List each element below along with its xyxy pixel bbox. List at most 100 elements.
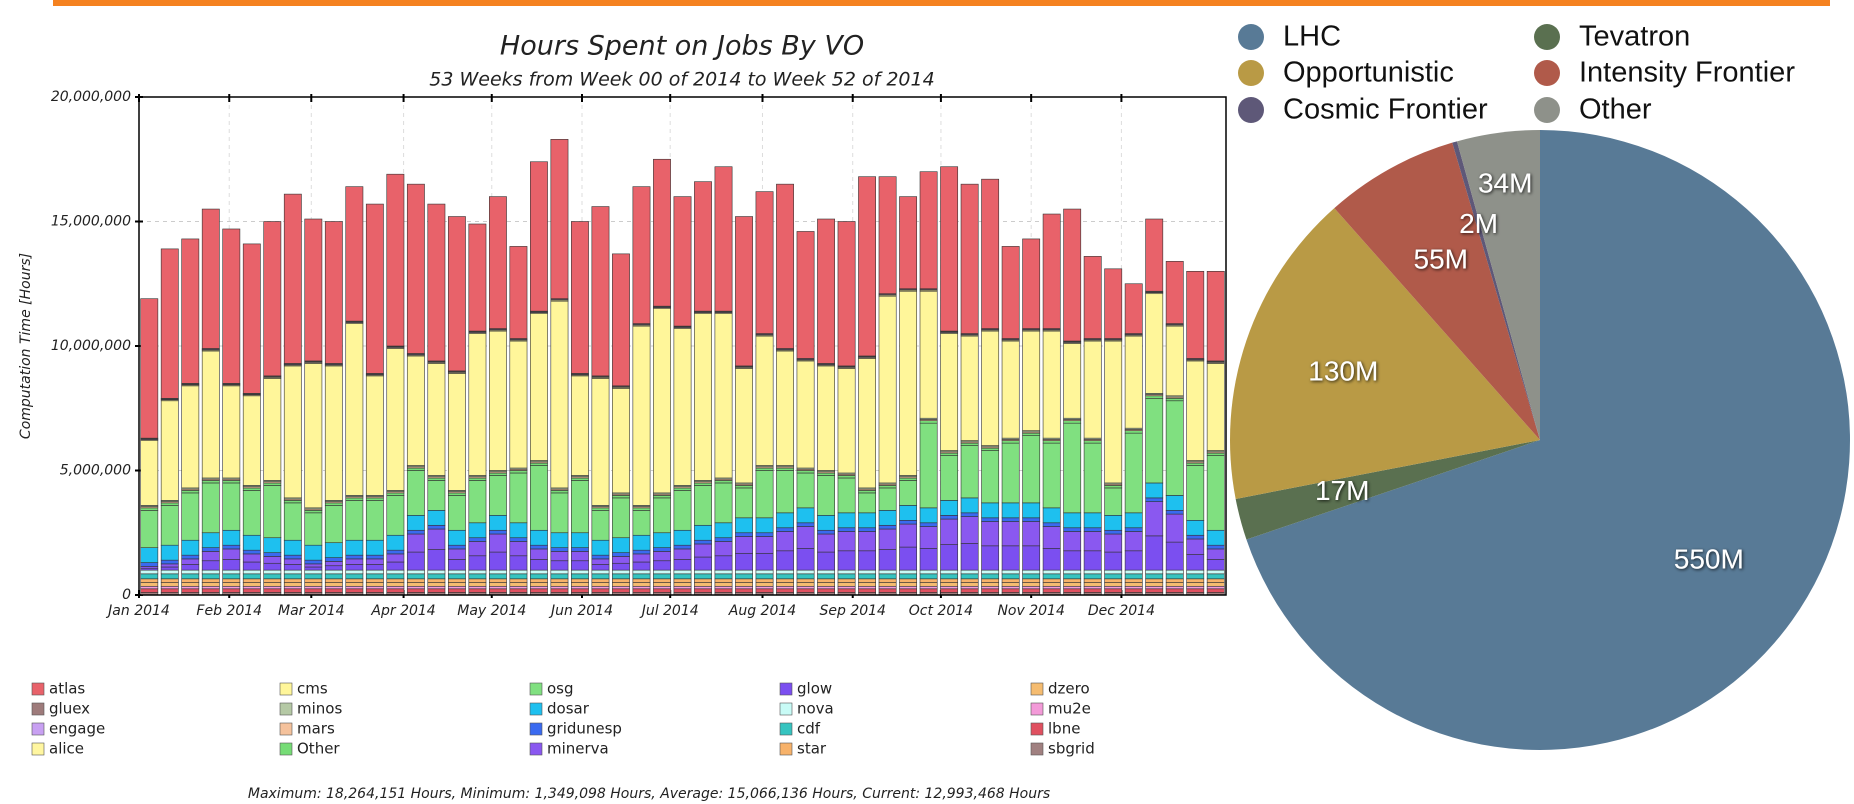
bar-segment <box>735 487 753 519</box>
x-tick-label: Jan 2014 <box>105 603 170 619</box>
bar-segment <box>1001 340 1020 439</box>
bar-segment <box>632 588 651 593</box>
x-tick-label: Dec 2014 <box>1088 603 1155 619</box>
bar-segment <box>263 378 282 481</box>
bar-segment <box>242 395 261 486</box>
bar-segment <box>776 350 794 466</box>
bar-segment <box>858 578 876 583</box>
bar-segment <box>1042 522 1061 527</box>
bar-segment <box>981 569 1000 575</box>
bar-segment <box>160 563 179 568</box>
bar-segment <box>386 553 405 563</box>
bar-segment <box>653 308 671 494</box>
bar-segment <box>817 515 835 531</box>
bar-segment <box>263 588 282 593</box>
bar-segment <box>1083 440 1102 444</box>
bar-segment <box>755 578 774 583</box>
bar-segment <box>919 582 938 587</box>
x-tick-label: Jun 2014 <box>548 603 613 619</box>
bar-segment <box>612 388 630 494</box>
bar-segment <box>304 512 323 546</box>
bar-segment <box>878 569 897 575</box>
bar-segment <box>160 502 179 506</box>
bar-segment <box>140 507 159 511</box>
bar-segment <box>714 541 733 557</box>
bar-segment <box>283 554 302 560</box>
bar-segment <box>489 533 507 553</box>
bar-segment <box>714 585 733 590</box>
bar-segment <box>345 497 364 501</box>
legend-swatch <box>31 702 45 716</box>
bar-segment <box>899 196 918 290</box>
bar-segment <box>1145 585 1164 590</box>
bar-segment <box>406 569 425 575</box>
bar-segment <box>1206 578 1225 583</box>
legend-swatch <box>279 742 293 756</box>
bar-segment <box>283 500 302 504</box>
bar-segment <box>283 502 302 541</box>
bar-segment <box>817 569 835 575</box>
bar-segment <box>1042 440 1061 444</box>
legend-swatch <box>279 722 293 736</box>
bar-segment <box>406 551 425 571</box>
bar-segment <box>1145 573 1164 580</box>
legend-label: Tevatron <box>1579 21 1690 53</box>
bar-segment <box>1145 482 1164 499</box>
bar-segment <box>283 573 302 580</box>
bar-segment <box>530 559 548 571</box>
bar-segment <box>1124 512 1143 529</box>
bar-segment <box>796 548 815 571</box>
bar-segment <box>776 531 794 552</box>
bar-segment <box>489 588 507 593</box>
bar-segment <box>571 582 589 587</box>
bar-segment <box>899 290 918 476</box>
bar-segment <box>447 569 466 575</box>
bar-segment <box>550 582 569 587</box>
bar-segment <box>571 588 589 593</box>
bar-segment <box>324 561 343 567</box>
bar-segment <box>1001 588 1020 593</box>
bar-segment <box>386 173 405 347</box>
bar-segment <box>1206 452 1225 456</box>
bar-segment <box>1022 517 1041 522</box>
bar-segment <box>653 569 671 575</box>
bar-segment <box>427 569 446 575</box>
bar-segment <box>776 585 794 590</box>
bar-segment <box>632 569 651 575</box>
bar-segment <box>263 552 282 557</box>
bar-segment <box>981 521 1000 547</box>
bar-segment <box>1186 465 1205 521</box>
bar-segment <box>530 462 548 466</box>
bar-segment <box>324 505 343 544</box>
bar-segment <box>468 223 487 332</box>
bar-segment <box>365 585 384 590</box>
bar-segment <box>489 472 507 476</box>
legend-label: glow <box>797 680 832 698</box>
bar-segment <box>1145 395 1164 399</box>
bar-segment <box>858 573 876 580</box>
bar-segment <box>222 582 241 587</box>
bar-segment <box>509 537 528 542</box>
legend-swatch <box>279 702 293 716</box>
bar-segment <box>919 526 938 549</box>
bar-segment <box>694 539 712 545</box>
bar-segment <box>427 585 446 590</box>
bar-segment <box>612 578 630 583</box>
bar-segment <box>796 585 815 590</box>
bar-segment <box>386 573 405 580</box>
bar-segment <box>509 522 528 539</box>
legend-label: star <box>797 740 827 758</box>
bar-segment <box>242 487 261 491</box>
bar-segment <box>653 585 671 590</box>
bar-segment <box>837 531 856 552</box>
bar-segment <box>755 191 774 334</box>
bar-segment <box>776 582 794 587</box>
bar-segment <box>406 529 425 535</box>
bar-segment <box>591 206 610 377</box>
bar-segment <box>1063 512 1082 529</box>
bar-segment <box>878 578 897 583</box>
legend-swatch <box>1030 722 1044 736</box>
bar-segment <box>796 472 815 509</box>
bar-segment <box>406 573 425 580</box>
bar-segment <box>140 510 159 548</box>
